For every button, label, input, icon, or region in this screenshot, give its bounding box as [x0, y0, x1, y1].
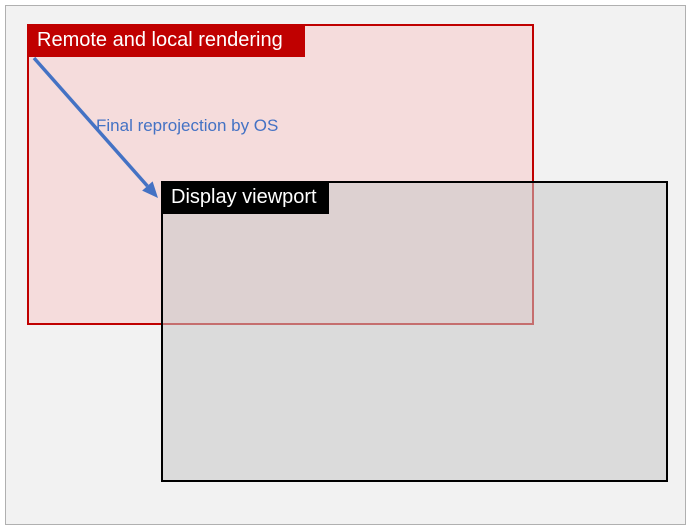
- viewport-box-header: Display viewport: [161, 181, 329, 214]
- diagram-canvas: Remote and local rendering Display viewp…: [0, 0, 691, 530]
- reprojection-arrow-label: Final reprojection by OS: [96, 116, 278, 136]
- viewport-box-title: Display viewport: [171, 186, 317, 209]
- viewport-box: [161, 181, 668, 482]
